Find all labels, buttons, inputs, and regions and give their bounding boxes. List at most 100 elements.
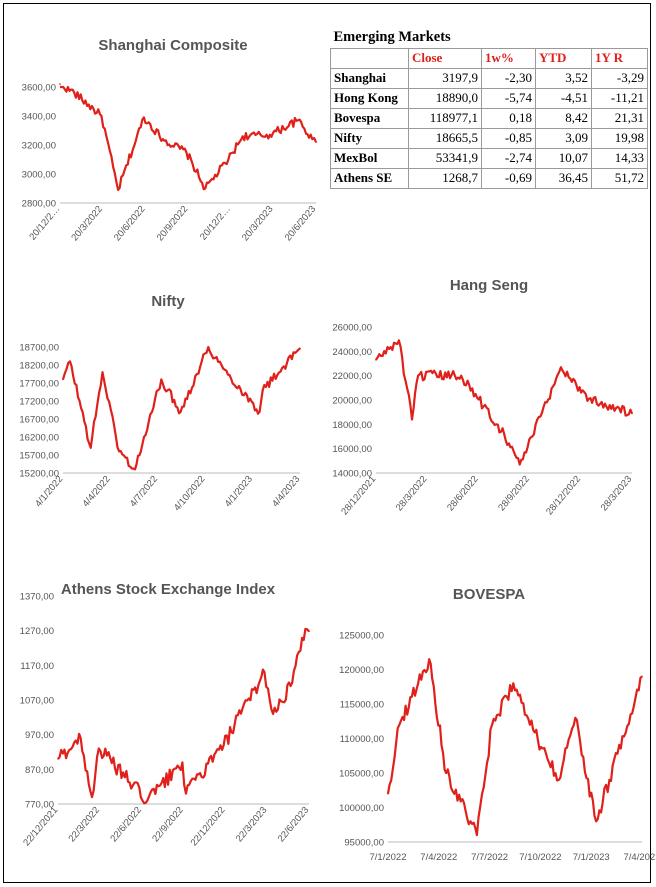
y-tick-label: 2800,00 [22,199,56,210]
row-1w: -0,85 [481,127,536,149]
chart-title: Athens Stock Exchange Index [61,581,276,598]
y-tick-label: 110000,00 [340,734,384,745]
x-tick-label: 28/3/2022 [394,474,430,513]
data-point [57,758,59,760]
row-ytd: 3,52 [535,67,592,89]
x-tick-label: 7/7/2022 [471,852,508,863]
x-tick-label: 7/1/2022 [370,852,407,863]
y-tick-label: 17200,00 [19,397,59,408]
data-point [574,717,577,719]
y-tick-label: 24000,00 [332,347,372,358]
data-point [185,792,187,795]
table-row: Hong Kong 18890,0 -5,74 -4,51 -11,21 [330,87,648,109]
header-ytd: YTD [535,47,592,69]
chart-nifty: Nifty 18700,00 18200,00 17700,00 17200,00 167… [19,293,302,513]
data-point [261,389,264,391]
data-point [557,779,560,781]
x-tick-label: 20/3/2022 [69,204,105,243]
data-point [417,374,419,377]
y-tick-label: 17700,00 [19,379,59,390]
data-point [101,371,104,373]
data-point [73,92,76,94]
chart-hang-seng: Hang Seng 26000,00 24000,00 22000,00 20000,0… [332,277,634,517]
row-name: MexBol [330,147,409,169]
x-tick-label: 20/6/2022 [112,204,148,243]
data-point [134,468,136,471]
data-point [258,411,261,413]
table-title-row: Emerging Markets [331,28,648,48]
data-point [315,141,317,143]
data-point [641,675,643,678]
series-line [375,339,634,466]
data-point [185,151,188,154]
data-point [62,378,64,381]
header-blank [330,47,409,69]
header-1w: 1w% [481,47,536,69]
header-1yr: 1Y R [591,47,648,69]
data-point [89,447,92,449]
chart-shanghai: Shanghai Composite 3600,00 3400,00 3200,00 3… [22,37,319,243]
x-tick-label: 28/12/2022 [544,474,583,517]
y-tick-label: 95000,00 [344,838,384,849]
table-row: MexBol 53341,9 -2,74 10,07 14,33 [330,147,648,169]
data-point [595,820,597,823]
row-ytd: 36,45 [535,167,592,189]
series-line [60,85,318,191]
row-1w: -5,74 [481,87,536,109]
y-tick-label: 3000,00 [22,170,56,181]
y-tick-label: 18700,00 [19,343,59,354]
y-tick-label: 120000,00 [339,665,384,676]
data-point [207,346,210,348]
data-point [299,347,301,350]
row-1yr: 19,98 [591,127,648,149]
data-point [118,450,120,453]
data-point [375,359,377,361]
row-1yr: 14,33 [591,147,648,169]
row-ytd: 8,42 [535,107,592,129]
data-point [512,682,515,685]
y-tick-label: 22000,00 [332,371,372,382]
data-point [146,799,149,802]
x-tick-label: 20/6/2023 [283,204,319,243]
row-1w: -2,30 [481,67,536,89]
row-name: Shanghai [330,67,409,89]
chart-title: BOVESPA [453,586,525,603]
data-point [160,378,163,381]
y-tick-label: 3400,00 [22,112,56,123]
data-point [79,737,82,739]
x-tick-label: 20/12/2… [198,204,233,243]
x-tick-label: 20/3/2023 [240,204,276,243]
row-close: 18665,5 [408,127,482,149]
chart-athens: Athens Stock Exchange Index 1370,00 1270,0… [20,581,312,848]
x-tick-label: 28/12/2021 [339,474,378,517]
data-point [445,772,447,774]
chart-title: Nifty [151,293,185,310]
x-tick-label: 7/4/2023 [624,852,656,863]
y-tick-label: 16700,00 [19,415,59,426]
series-line [61,345,301,471]
x-tick-label: 22/9/2022 [150,805,186,844]
y-tick-label: 1270,00 [20,626,54,637]
x-tick-label: 4/1/2023 [223,474,255,509]
header-close: Close [408,47,482,69]
row-ytd: -4,51 [535,87,592,109]
data-point [304,628,307,630]
data-point [59,83,61,85]
page-frame [3,3,651,883]
x-tick-label: 22/3/2023 [234,805,270,844]
data-point [518,463,521,466]
y-tick-label: 18000,00 [332,420,372,431]
emerging-markets-table: Emerging Markets Close 1w% YTD 1Y R Shan… [330,28,648,189]
y-tick-label: 770,00 [25,800,54,811]
row-1yr: -3,29 [591,67,648,89]
row-close: 18890,0 [408,87,482,109]
data-point [503,433,506,435]
data-point [98,747,100,750]
data-point [100,115,103,117]
x-tick-label: 22/6/2022 [108,805,144,844]
data-point [311,138,314,140]
row-ytd: 3,09 [535,127,592,149]
y-tick-label: 100000,00 [339,803,384,814]
y-tick-label: 1070,00 [20,696,54,707]
data-point [117,189,119,191]
